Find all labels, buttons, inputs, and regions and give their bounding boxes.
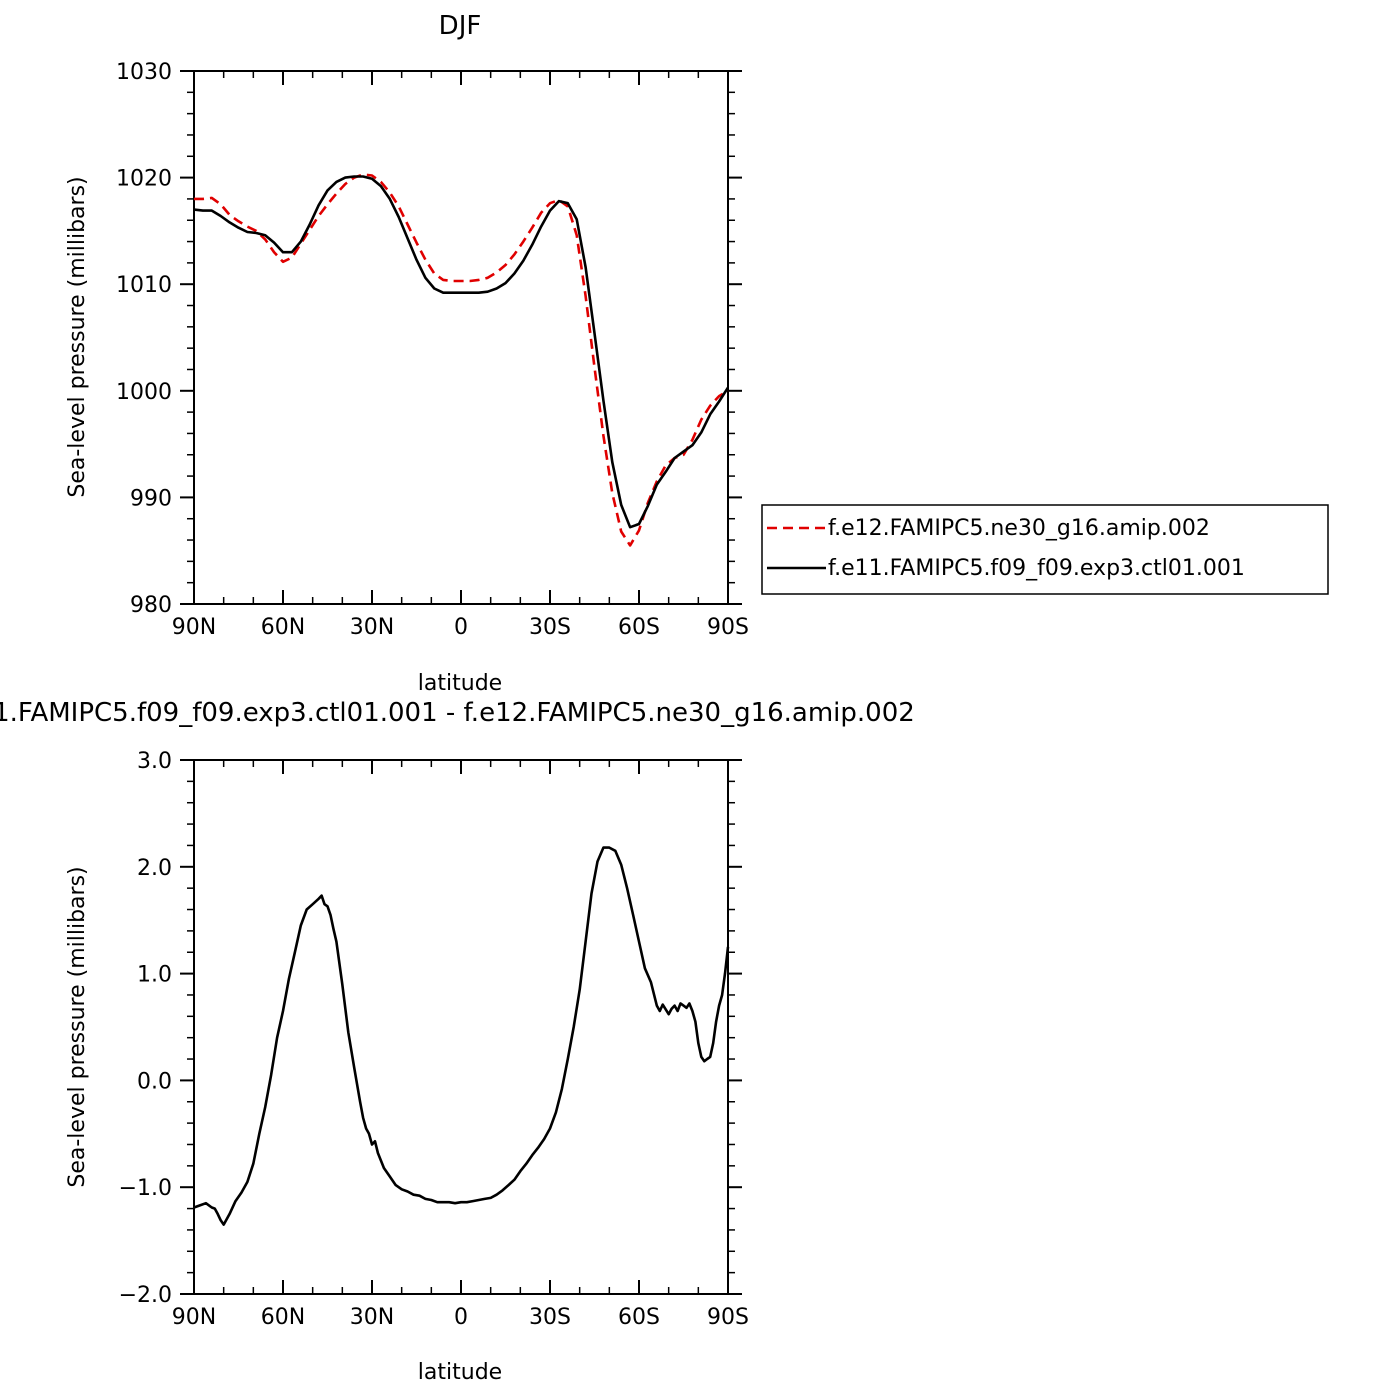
x-tick-label: 60S [618,615,660,640]
x-tick-label: 60N [261,615,305,640]
panel-top-series [193,173,730,547]
x-tick-label: 0 [454,615,468,640]
y-tick-label: −1.0 [119,1176,172,1201]
panel-top-y-axis-title: Sea-level pressure (millibars) [65,176,90,497]
legend-box [761,504,1329,595]
x-tick-label: 60S [618,1305,660,1330]
panel-top: DJF 90N 60N 30N 0 30S 60S 90S 980 990 1000 1010 102… [65,11,1329,696]
y-tick-label: 980 [130,593,172,618]
y-tick-label: 1020 [116,167,172,192]
panel-bottom-series-1-line [193,846,730,1226]
x-tick-label: 90N [172,1305,216,1330]
panel-top-ticks: 90N 60N 30N 0 30S 60S 90S 980 990 1000 1010 1020 103… [116,60,749,640]
panel-top-series-1-line [194,173,729,547]
panel-bottom-y-axis-title: Sea-level pressure (millibars) [65,866,90,1187]
panel-bottom-series [193,846,730,1226]
legend-label-series-1: f.e12.FAMIPC5.ne30_g16.amip.002 [828,516,1210,541]
x-tick-label: 30N [350,1305,394,1330]
panel-bottom-title: f.e11.FAMIPC5.f09_f09.exp3.ctl01.001 - f… [0,698,915,728]
panel-top-title: DJF [439,11,482,41]
panel-bottom-x-axis-title: latitude [418,1360,502,1385]
x-tick-label: 90S [707,1305,749,1330]
x-tick-label: 0 [454,1305,468,1330]
y-tick-label: 1000 [116,380,172,405]
x-tick-label: 90N [172,615,216,640]
y-tick-label: 1030 [116,60,172,85]
legend-label-series-2: f.e11.FAMIPC5.f09_f09.exp3.ctl01.001 [828,556,1245,581]
panel-bottom: f.e11.FAMIPC5.f09_f09.exp3.ctl01.001 - f… [0,698,915,1385]
x-tick-label: 60N [261,1305,305,1330]
y-tick-label: 1010 [116,273,172,298]
y-tick-label: 990 [130,486,172,511]
x-tick-label: 90S [707,615,749,640]
y-tick-label: −2.0 [119,1283,172,1308]
panel-top-x-axis-title: latitude [418,671,502,696]
legend: f.e12.FAMIPC5.ne30_g16.amip.002 f.e11.FA… [761,504,1329,595]
panel-top-series-2-line [193,175,730,529]
x-tick-label: 30N [350,615,394,640]
y-tick-label: 1.0 [137,963,172,988]
y-tick-label: 0.0 [137,1069,172,1094]
x-tick-label: 30S [529,1305,571,1330]
y-tick-label: 2.0 [137,856,172,881]
x-tick-label: 30S [529,615,571,640]
panel-bottom-ticks: 90N 60N 30N 0 30S 60S 90S −2.0 −1.0 0.0 1.0 2.0 3.0 [119,749,749,1330]
y-tick-label: 3.0 [137,749,172,774]
